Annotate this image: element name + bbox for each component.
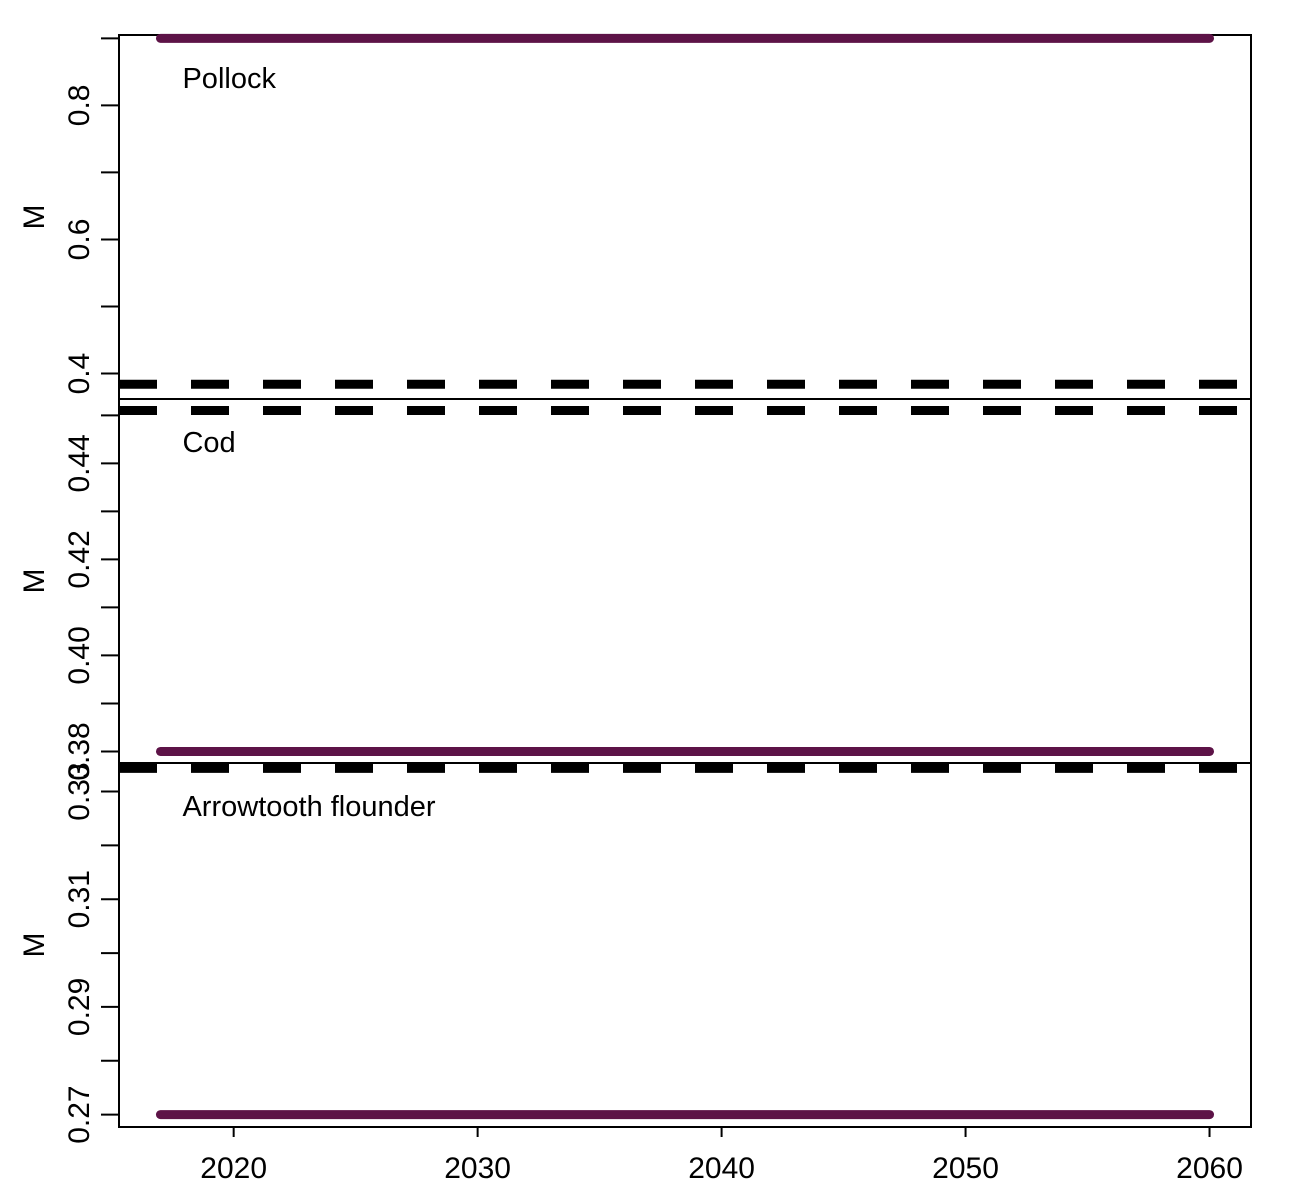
y-tick-label-0: 0.6 xyxy=(63,219,96,261)
y-tick-label-1: 0.40 xyxy=(63,626,96,684)
y-tick-label-0: 0.4 xyxy=(63,353,96,395)
x-tick-label: 2020 xyxy=(200,1152,267,1185)
x-tick-label: 2030 xyxy=(444,1152,511,1185)
y-axis-title-2: M xyxy=(18,933,51,958)
x-tick-label: 2050 xyxy=(932,1152,999,1185)
y-axis-title-0: M xyxy=(18,205,51,230)
panel-frame-0 xyxy=(118,34,1252,400)
y-tick-label-2: 0.33 xyxy=(63,762,96,820)
panel-label-1: Cod xyxy=(182,427,235,459)
y-tick-label-2: 0.31 xyxy=(63,870,96,928)
y-tick-label-1: 0.42 xyxy=(63,530,96,588)
panel-frame-1 xyxy=(118,398,1252,764)
x-tick-label: 2040 xyxy=(688,1152,755,1185)
panel-frame-2 xyxy=(118,762,1252,1128)
y-tick-label-2: 0.27 xyxy=(63,1085,96,1143)
x-tick-label: 2060 xyxy=(1176,1152,1243,1185)
y-tick-label-2: 0.29 xyxy=(63,978,96,1036)
panel-label-0: Pollock xyxy=(182,63,276,95)
y-axis-title-1: M xyxy=(18,569,51,594)
panel-label-2: Arrowtooth flounder xyxy=(182,791,435,823)
y-tick-label-1: 0.44 xyxy=(63,434,96,492)
y-tick-label-1: 0.38 xyxy=(63,722,96,780)
y-tick-label-0: 0.8 xyxy=(63,85,96,127)
